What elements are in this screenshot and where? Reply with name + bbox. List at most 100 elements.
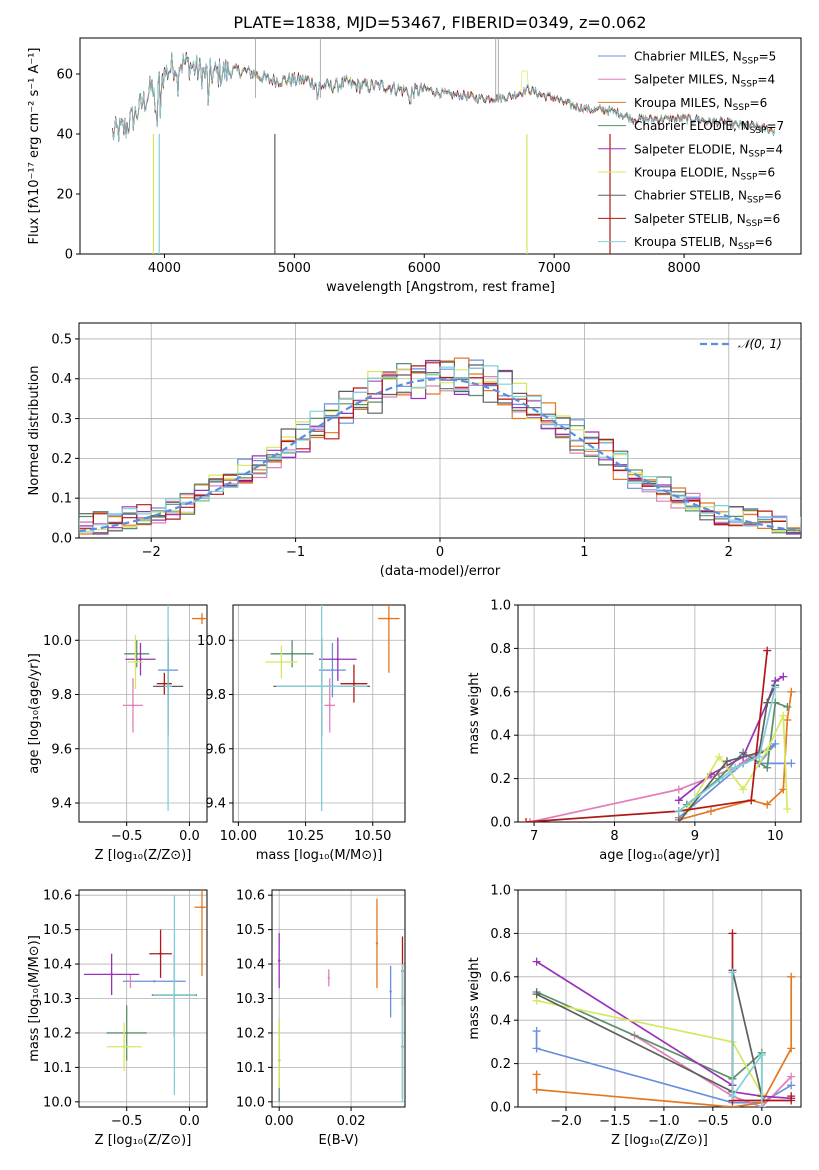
- y-tick-label: 0.6: [490, 685, 511, 700]
- data-point: [139, 658, 142, 661]
- y-tick-label: 10.3: [236, 992, 265, 1007]
- x-tick-label: 2: [725, 545, 733, 560]
- weight-marker: [783, 716, 792, 725]
- weight-marker: [674, 807, 683, 816]
- weight-vs-metallicity-panel: −2.0 −1.5 −1.0 −0.5 0.0 0.0 0.2 0.4 0.6 0.8 1.0 Z […: [467, 884, 802, 1148]
- x-tick-label: 0.0: [751, 1114, 772, 1129]
- x-tick-label: −1.5: [599, 1114, 631, 1129]
- y-tick-label: 9.4: [51, 797, 72, 812]
- legend-label: Salpeter STELIB, NSSP=6: [634, 212, 780, 229]
- y-tick-label: 0.2: [51, 452, 72, 467]
- x-tick-label: 10.25: [287, 829, 324, 844]
- y-tick-label: 0.4: [490, 1014, 511, 1029]
- legend-count: =6: [755, 235, 773, 249]
- y-tick-label: 0.2: [490, 1057, 511, 1072]
- normal-reference-curve: [79, 378, 801, 533]
- y-tick-label: 10.6: [43, 889, 72, 904]
- axes-frame: [517, 604, 802, 823]
- weight-marker: [787, 1092, 796, 1101]
- y-tick-label: 0.0: [490, 816, 511, 831]
- plot-area: [277, 898, 404, 1102]
- x-tick-label: 0.0: [179, 829, 200, 844]
- data-point: [134, 660, 137, 664]
- y-tick-label: 0.8: [490, 642, 511, 657]
- weight-marker: [763, 763, 772, 772]
- legend-count: =6: [757, 166, 775, 180]
- axes-frame: [232, 604, 406, 823]
- x-axis-label: mass [log₁₀(M/M⊙)]: [256, 848, 383, 863]
- mass-vs-ebv-panel: 0.00 0.02 10.0 10.1 10.2 10.3 10.4 10.5 10.6 E(B-…: [236, 889, 406, 1148]
- y-tick-label: 1.0: [490, 599, 511, 614]
- weight-marker: [787, 687, 796, 696]
- x-tick-label: 0.00: [265, 1114, 294, 1129]
- data-point: [173, 993, 176, 997]
- x-tick-label: −0.5: [697, 1114, 729, 1129]
- data-point: [290, 652, 294, 656]
- x-tick-label: 8: [610, 829, 618, 844]
- legend-count: =4: [757, 73, 775, 87]
- y-tick-label: 0.8: [490, 927, 511, 942]
- weight-marker: [706, 807, 715, 816]
- spectrum-panel: 4000 5000 6000 7000 8000 0 20 40 60 wavelength [A…: [27, 37, 802, 295]
- y-tick-label: 0.5: [51, 332, 72, 347]
- weight-series: [686, 701, 788, 806]
- y-tick-label: 0.0: [490, 1101, 511, 1116]
- data-point: [166, 685, 170, 688]
- y-tick-label: 9.6: [205, 742, 226, 757]
- plot-area: [84, 890, 207, 1095]
- y-tick-label: 0.0: [51, 532, 72, 547]
- data-point: [153, 980, 156, 983]
- weight-marker: [674, 785, 683, 794]
- y-tick-label: 10.4: [236, 958, 265, 973]
- y-tick-label: 40: [56, 128, 73, 143]
- x-tick-label: 10: [767, 829, 784, 844]
- legend-count: =6: [763, 212, 781, 226]
- x-tick-label: −0.5: [111, 1114, 143, 1129]
- weight-series: [678, 743, 792, 819]
- weight-series: [678, 687, 777, 812]
- y-tick-label: 0.3: [51, 412, 72, 427]
- weight-marker: [783, 702, 792, 711]
- weight-marker: [723, 757, 732, 766]
- weight-marker: [787, 1072, 796, 1081]
- legend-count: =6: [764, 189, 782, 203]
- legend-subscript: SSP: [738, 242, 755, 252]
- x-tick-label: 10.50: [354, 829, 391, 844]
- data-point: [280, 660, 283, 664]
- mass-vs-metallicity-panel: −0.5 0.0 10.0 10.1 10.2 10.3 10.4 10.5 10.6 Z [lo…: [27, 889, 208, 1148]
- plot-area: [265, 605, 400, 812]
- data-point: [375, 942, 379, 945]
- axes-frame: [78, 604, 208, 823]
- data-point: [200, 617, 204, 620]
- plot-area: [112, 38, 775, 254]
- y-axis-label: mass weight: [467, 672, 482, 754]
- y-tick-label: 9.6: [51, 742, 72, 757]
- weight-marker: [763, 698, 772, 707]
- y-tick-label: 10.2: [236, 1026, 265, 1041]
- x-tick-label: 4000: [148, 261, 181, 276]
- legend-label: Kroupa MILES, NSSP=6: [634, 96, 767, 113]
- x-tick-label: 0.02: [337, 1114, 366, 1129]
- y-tick-label: 0.6: [490, 970, 511, 985]
- weight-marker: [522, 818, 531, 822]
- legend-label: Kroupa ELODIE, NSSP=6: [634, 166, 775, 183]
- x-axis-label: Z [log₁₀(Z/Z⊙)]: [95, 848, 192, 863]
- legend-subscript: SSP: [733, 103, 750, 113]
- y-tick-label: 20: [56, 188, 73, 203]
- axes-frame: [79, 37, 802, 255]
- y-tick-label: 10.0: [236, 1095, 265, 1110]
- y-tick-label: 0.2: [490, 772, 511, 787]
- x-tick-label: 6000: [408, 261, 441, 276]
- spectrum-line: [112, 52, 775, 143]
- legend-subscript: SSP: [741, 173, 758, 183]
- weight-marker: [757, 1050, 766, 1059]
- x-tick-label: 9: [691, 829, 699, 844]
- legend-count: =4: [765, 142, 783, 156]
- y-tick-label: 10.3: [43, 992, 72, 1007]
- data-point: [159, 952, 162, 955]
- data-point: [131, 704, 135, 707]
- data-point: [277, 959, 281, 962]
- plot-area: [122, 605, 207, 812]
- weight-marker: [739, 785, 748, 794]
- data-point: [331, 668, 334, 672]
